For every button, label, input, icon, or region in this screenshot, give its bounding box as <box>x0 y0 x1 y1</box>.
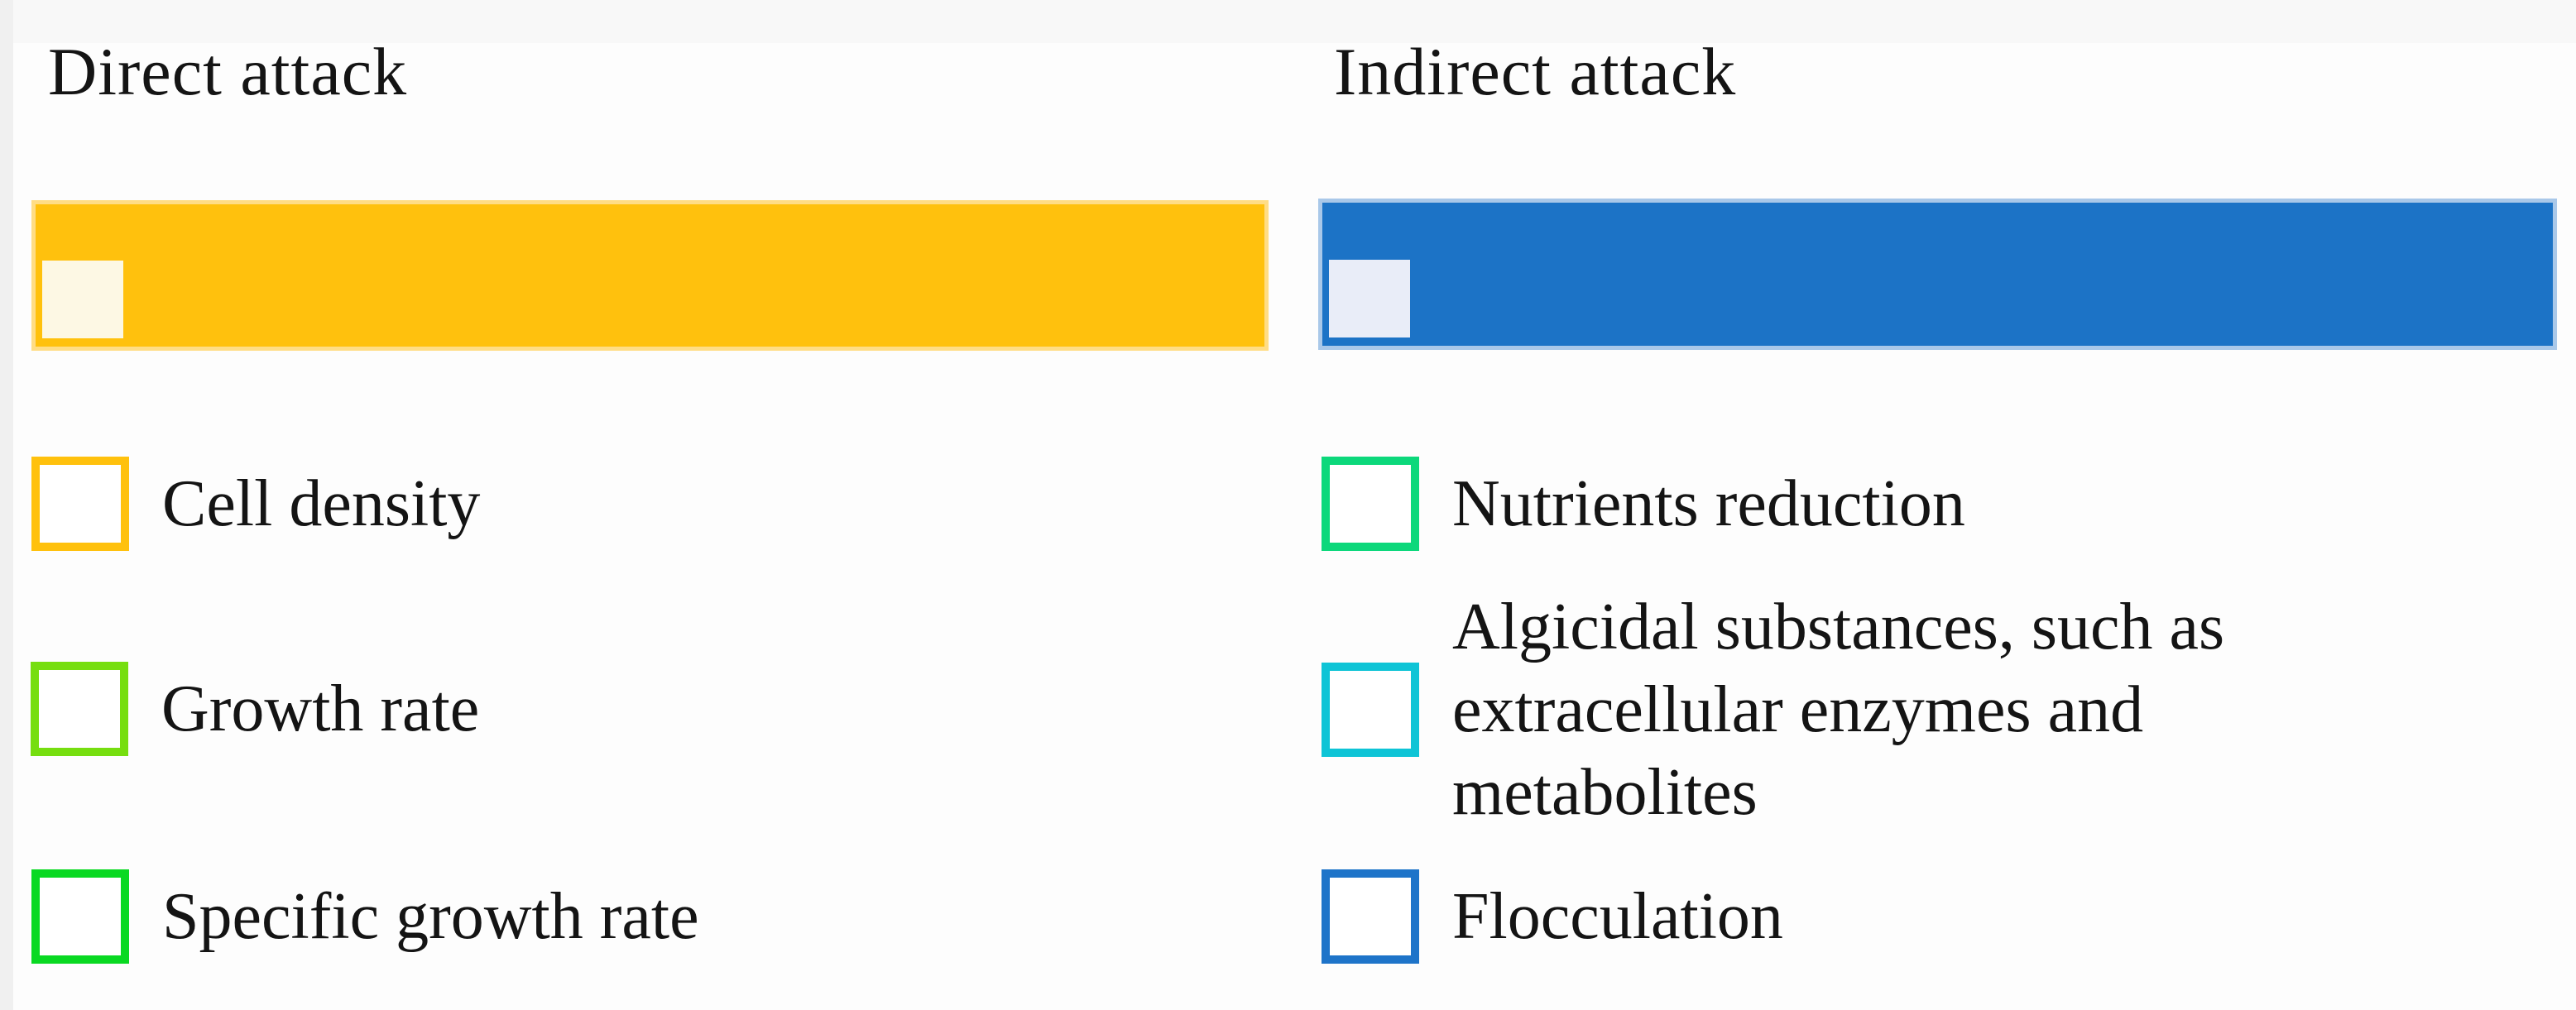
flocculation-color-box <box>1322 869 1419 964</box>
indirect-attack-bar <box>1318 199 2557 350</box>
direct-attack-title: Direct attack <box>48 34 408 109</box>
legend-row-nutrients-reduction: Nutrients reduction <box>1322 457 1965 551</box>
nutrients-reduction-label: Nutrients reduction <box>1452 467 1965 540</box>
page-edge-strip-top <box>13 0 2576 43</box>
legend-row-algicidal-substances: Algicidal substances, such as extracellu… <box>1322 591 2224 829</box>
nutrients-reduction-color-box <box>1322 457 1419 551</box>
growth-rate-label: Growth rate <box>161 673 480 745</box>
growth-rate-color-box <box>31 662 128 756</box>
direct-attack-bar-inner-square <box>42 261 123 338</box>
legend-row-cell-density: Cell density <box>31 457 480 551</box>
indirect-attack-title: Indirect attack <box>1334 34 1737 109</box>
page-edge-strip-left <box>0 0 13 1010</box>
legend-row-flocculation: Flocculation <box>1322 869 1783 964</box>
specific-growth-rate-label: Specific growth rate <box>162 880 699 953</box>
algicidal-substances-color-box <box>1322 663 1419 757</box>
algicidal-substances-label: Algicidal substances, such as extracellu… <box>1452 591 2225 829</box>
cell-density-color-box <box>31 457 129 551</box>
flocculation-label: Flocculation <box>1452 880 1783 953</box>
legend-row-specific-growth-rate: Specific growth rate <box>31 869 699 964</box>
legend-row-growth-rate: Growth rate <box>31 662 479 756</box>
cell-density-label: Cell density <box>162 467 481 540</box>
specific-growth-rate-color-box <box>31 869 129 964</box>
indirect-attack-bar-inner-square <box>1329 260 1410 337</box>
direct-attack-bar <box>31 200 1269 351</box>
